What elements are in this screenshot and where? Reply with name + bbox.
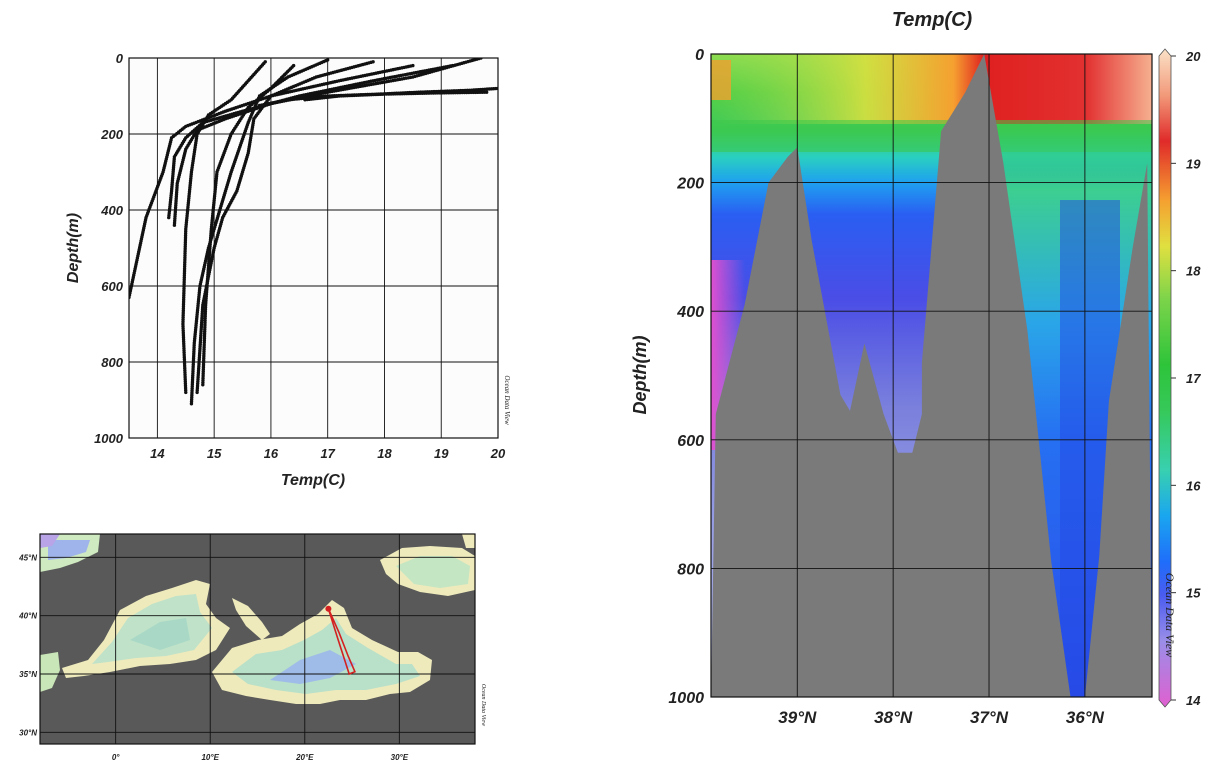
track-start-marker bbox=[325, 605, 332, 612]
profile-x-ticks: 14 15 16 17 18 19 20 bbox=[150, 446, 506, 461]
profile-point bbox=[195, 390, 199, 395]
colorbar: 14 15 16 17 18 19 20 Ocean Data View bbox=[1158, 48, 1201, 708]
profile-x-tick: 14 bbox=[150, 446, 165, 461]
map-lat-tick: 35°N bbox=[19, 670, 37, 679]
section-y-tick: 800 bbox=[677, 561, 704, 578]
colorbar-tick: 17 bbox=[1186, 371, 1201, 386]
map-lat-tick: 45°N bbox=[18, 553, 37, 562]
colorbar-tick: 20 bbox=[1185, 49, 1201, 64]
section-chart: Temp(C) 0 200 400 600 800 1000 39°N 38°N 37°N 36… bbox=[630, 9, 1201, 727]
bathymetry bbox=[711, 54, 1152, 697]
section-y-tick: 200 bbox=[676, 176, 704, 193]
map-lon-tick: 20°E bbox=[295, 753, 314, 762]
profile-cast bbox=[167, 63, 455, 220]
profile-cast bbox=[189, 58, 330, 406]
section-watermark: Ocean Data View bbox=[1163, 573, 1177, 657]
section-x-tick: 38°N bbox=[874, 708, 913, 727]
map-lon-tick: 10°E bbox=[201, 753, 219, 762]
profile-point bbox=[189, 402, 194, 406]
profile-chart: 14 15 16 17 18 19 20 0 200 400 600 800 1000 Temp(C)… bbox=[65, 51, 511, 489]
profile-point bbox=[184, 390, 188, 395]
section-y-ticks: 0 200 400 600 800 1000 bbox=[668, 47, 704, 707]
profile-y-tick: 800 bbox=[101, 355, 123, 370]
map-lon-tick: 30°E bbox=[391, 753, 409, 762]
map-watermark: Ocean Data View bbox=[480, 684, 486, 726]
colorbar-tick: 19 bbox=[1186, 156, 1201, 171]
colorbar-tick: 18 bbox=[1186, 264, 1201, 279]
section-frame bbox=[710, 53, 1153, 698]
profile-y-tick: 400 bbox=[100, 203, 123, 218]
colorbar-tick: 14 bbox=[1186, 693, 1201, 708]
colorbar-tick: 16 bbox=[1186, 478, 1201, 493]
map-grid bbox=[40, 534, 475, 744]
map-lat-tick: 30°N bbox=[19, 728, 37, 737]
colorbar-ticks: 14 15 16 17 18 19 20 bbox=[1171, 49, 1201, 708]
profile-y-tick: 0 bbox=[116, 51, 124, 66]
profile-cast bbox=[195, 60, 375, 395]
cruise-track bbox=[327, 608, 356, 676]
map-lat-tick: 40°N bbox=[18, 612, 37, 621]
profile-x-axis-label: Temp(C) bbox=[281, 472, 345, 489]
section-x-tick: 39°N bbox=[778, 708, 817, 727]
profile-cast bbox=[303, 90, 489, 102]
section-y-tick: 1000 bbox=[668, 690, 704, 707]
profile-point bbox=[167, 215, 171, 220]
profile-cast bbox=[129, 63, 415, 300]
profile-y-tick: 200 bbox=[100, 127, 123, 142]
profile-watermark: Ocean Data View bbox=[503, 375, 511, 425]
map-lon-ticks: 0° 10°E 20°E 30°E bbox=[112, 753, 409, 762]
profile-point bbox=[201, 383, 205, 387]
map-lon-tick: 0° bbox=[112, 753, 120, 762]
section-x-ticks: 39°N 38°N 37°N 36°N bbox=[778, 708, 1104, 727]
map-lat-ticks: 45°N 40°N 35°N 30°N bbox=[18, 553, 37, 737]
profile-y-tick: 1000 bbox=[94, 431, 124, 446]
section-x-tick: 36°N bbox=[1066, 708, 1105, 727]
profile-y-axis-label: Depth(m) bbox=[65, 213, 82, 283]
section-title: Temp(C) bbox=[892, 9, 973, 31]
station-map: 45°N 40°N 35°N 30°N 0° 10°E 20°E 30°E Ocean Da… bbox=[18, 533, 486, 762]
profile-x-tick: 19 bbox=[434, 446, 449, 461]
profile-point bbox=[172, 223, 177, 227]
section-y-tick: 600 bbox=[677, 433, 704, 450]
section-y-tick: 400 bbox=[676, 304, 704, 321]
colorbar-tick: 15 bbox=[1186, 586, 1201, 601]
profile-point bbox=[257, 103, 262, 108]
profile-x-tick: 16 bbox=[264, 446, 279, 461]
profile-x-tick: 20 bbox=[490, 446, 506, 461]
profile-y-tick: 600 bbox=[101, 279, 123, 294]
map-frame bbox=[39, 533, 476, 745]
profile-point bbox=[129, 295, 131, 300]
profile-points bbox=[129, 58, 498, 406]
profile-x-tick: 18 bbox=[377, 446, 392, 461]
section-grid bbox=[711, 54, 1152, 697]
profile-point bbox=[303, 98, 307, 102]
profile-x-tick: 15 bbox=[207, 446, 222, 461]
profile-plot-area bbox=[128, 57, 499, 439]
profile-cast bbox=[181, 60, 267, 395]
profile-y-ticks: 0 200 400 600 800 1000 bbox=[94, 51, 124, 446]
profile-x-tick: 17 bbox=[320, 446, 335, 461]
section-y-tick: 0 bbox=[695, 47, 704, 64]
section-y-axis-label: Depth(m) bbox=[630, 336, 650, 415]
section-x-tick: 37°N bbox=[970, 708, 1009, 727]
